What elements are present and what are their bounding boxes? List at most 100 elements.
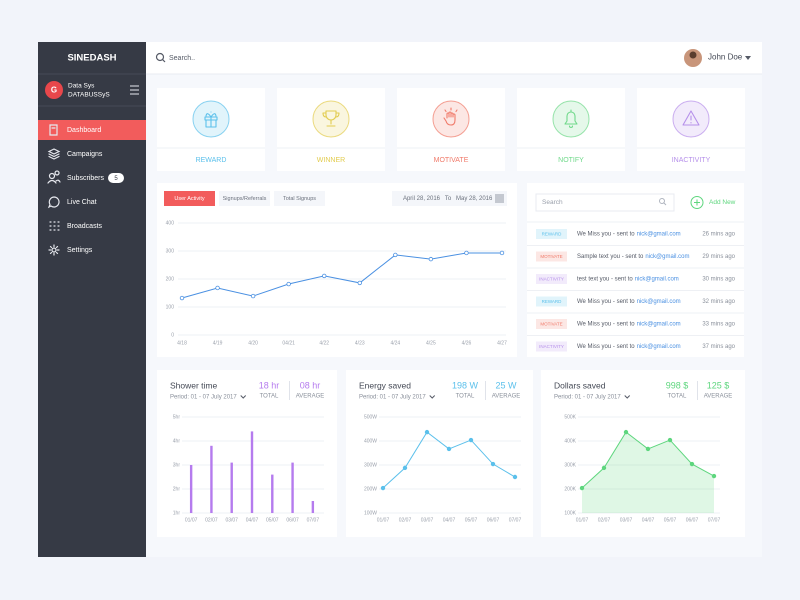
- chart-subtitle: Period: 01 - 07 July 2017: [359, 395, 426, 401]
- y-tick-label: 200: [166, 276, 175, 282]
- chart-tab[interactable]: [219, 191, 270, 206]
- date-range[interactable]: [392, 191, 507, 206]
- y-tick-label: 400: [166, 220, 175, 226]
- stat-value: 18 hr: [259, 380, 280, 390]
- add-new-icon[interactable]: [690, 196, 704, 209]
- nav-item[interactable]: Settings: [67, 247, 93, 254]
- x-tick-label: 4/19: [213, 340, 223, 346]
- y-tick-label: 3hr: [173, 462, 181, 468]
- chart-tab[interactable]: [274, 191, 325, 206]
- x-tick-label: 02/07: [598, 517, 611, 523]
- message-text: We Miss you - sent to: [577, 232, 635, 238]
- message-time: 30 mins ago: [702, 277, 735, 283]
- message-time: 29 mins ago: [702, 254, 735, 260]
- message-text: We Miss you - sent to: [577, 344, 635, 350]
- menu-toggle[interactable]: [130, 85, 139, 95]
- stat-card[interactable]: [277, 88, 385, 171]
- y-tick-label: 200W: [364, 486, 377, 492]
- stat-label: TOTAL: [668, 394, 687, 400]
- nav-item[interactable]: Dashboard: [67, 127, 101, 134]
- message-tag-label: MOTIVATE: [540, 254, 562, 259]
- message-email[interactable]: nick@gmail.com: [637, 232, 681, 238]
- message-text: test text you - sent to: [577, 277, 633, 283]
- bar: [291, 462, 294, 513]
- bar: [210, 445, 213, 513]
- user-caret[interactable]: [745, 56, 751, 60]
- message-email[interactable]: nick@gmail.com: [637, 344, 681, 350]
- stat-label: MOTIVATE: [434, 157, 469, 164]
- x-tick-label: 04/07: [642, 517, 655, 523]
- message-email[interactable]: nick@gmail.com: [637, 299, 681, 305]
- x-tick-label: 4/27: [497, 340, 507, 346]
- stat-value: 08 hr: [300, 380, 321, 390]
- message-tag: [536, 274, 567, 284]
- point: [512, 474, 518, 480]
- stat-label: AVERAGE: [492, 394, 521, 400]
- message-time: 32 mins ago: [702, 299, 735, 305]
- chart-subtitle: Period: 01 - 07 July 2017: [170, 395, 237, 401]
- nav-item[interactable]: Live Chat: [67, 199, 97, 206]
- x-tick-label: 04/07: [246, 517, 259, 523]
- message-tag-label: INACTIVITY: [539, 277, 564, 282]
- user-name[interactable]: John Doe: [708, 53, 743, 62]
- stat-label: NOTIFY: [558, 157, 584, 164]
- calendar-icon[interactable]: [495, 194, 504, 203]
- date-from: April 28, 2016: [403, 196, 441, 202]
- chart-tab-label[interactable]: User Activity: [174, 196, 205, 202]
- nav-item[interactable]: Subscribers: [67, 175, 104, 182]
- chart-panel: [157, 183, 517, 357]
- nav-item[interactable]: Campaigns: [67, 151, 103, 158]
- stat-value: 998 $: [666, 380, 689, 390]
- stat-card[interactable]: [157, 88, 265, 171]
- stat-icon-bg: [552, 100, 590, 138]
- message-tag: [536, 319, 567, 329]
- x-tick-label: 05/07: [664, 517, 677, 523]
- y-tick-label: 2hr: [173, 486, 181, 492]
- period-caret[interactable]: [624, 395, 631, 399]
- stat-label: WINNER: [317, 157, 345, 164]
- message-email[interactable]: nick@gmail.com: [635, 277, 679, 283]
- stat-label: TOTAL: [456, 394, 475, 400]
- x-tick-label: 07/07: [509, 517, 522, 523]
- chart-tab-label[interactable]: Signups/Referrals: [223, 196, 267, 202]
- account-avatar: [45, 81, 63, 99]
- message-search[interactable]: [535, 193, 675, 212]
- add-new-icon: [694, 199, 700, 206]
- message-tag-label: REWARD: [542, 232, 563, 237]
- point: [179, 295, 185, 301]
- point: [711, 473, 717, 479]
- message-email[interactable]: nick@gmail.com: [645, 254, 689, 260]
- point: [322, 273, 327, 279]
- period-caret[interactable]: [429, 395, 436, 399]
- nav-item[interactable]: Broadcasts: [67, 223, 103, 230]
- stat-icon: [204, 111, 218, 128]
- add-new[interactable]: Add New: [709, 199, 736, 206]
- stat-icon: [564, 109, 578, 128]
- top-bar: [146, 42, 762, 74]
- bar: [189, 465, 193, 513]
- nav-icon: [47, 170, 61, 184]
- nav-icon: [47, 148, 61, 160]
- chart-title: Dollars saved: [554, 380, 606, 390]
- y-tick-label: 400K: [564, 438, 576, 444]
- x-tick-label: 06/07: [686, 517, 699, 523]
- point: [689, 461, 695, 467]
- chart-panel: [346, 370, 533, 537]
- stat-label: TOTAL: [260, 394, 279, 400]
- stat-icon: [682, 110, 700, 126]
- chart-tab-label[interactable]: Total Signups: [283, 196, 316, 202]
- chart-tab[interactable]: [164, 191, 215, 206]
- message-email[interactable]: nick@gmail.com: [637, 322, 681, 328]
- period-caret[interactable]: [240, 395, 247, 399]
- stat-label: INACTIVITY: [672, 157, 711, 164]
- stat-card[interactable]: [397, 88, 505, 171]
- y-tick-label: 200K: [564, 486, 576, 492]
- y-tick-label: 100: [166, 304, 175, 310]
- x-tick-label: 05/07: [266, 517, 279, 523]
- message-tag-label: REWARD: [542, 299, 563, 304]
- search-input[interactable]: Search..: [169, 55, 195, 62]
- message-search-placeholder[interactable]: Search: [542, 199, 563, 206]
- stat-card[interactable]: [517, 88, 625, 171]
- stat-card[interactable]: [637, 88, 745, 171]
